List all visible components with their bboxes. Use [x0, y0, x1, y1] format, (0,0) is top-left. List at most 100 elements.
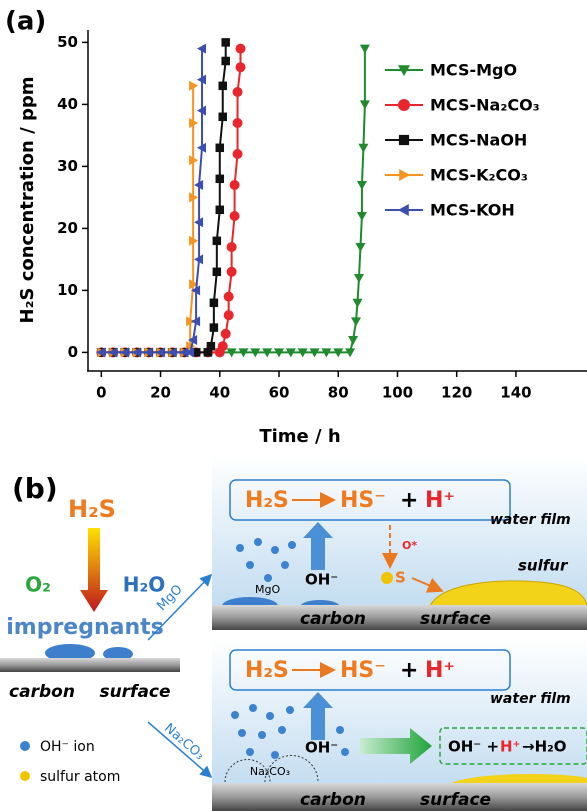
deposit-arrow	[411, 577, 444, 593]
y-axis-label: H₂S concentration / ppm	[17, 77, 38, 324]
na2co3-shape	[224, 755, 319, 783]
legend-label: MCS-Na₂CO₃	[430, 96, 540, 115]
h-plus: H⁺	[425, 488, 455, 513]
carbon: carbon	[300, 609, 366, 629]
marker	[197, 74, 207, 85]
surface-label: surface	[99, 682, 170, 702]
marker	[197, 43, 207, 54]
diagram-panel: (b) H₂S O₂ H₂O impregnants carbon surfac…	[0, 455, 587, 811]
carbon-surface	[0, 658, 180, 672]
marker	[285, 348, 296, 358]
marker	[333, 348, 344, 358]
h2s: H₂S	[245, 488, 289, 513]
water-film: water film	[490, 691, 571, 707]
marker	[215, 143, 225, 153]
eq-left: OH⁻ +	[448, 738, 499, 756]
x-tick-label: 20	[150, 384, 171, 402]
marker	[96, 347, 106, 358]
legend-label: MCS-K₂CO₃	[430, 166, 528, 185]
y-tick-label: 30	[57, 157, 78, 175]
h2o-label: H₂O	[123, 573, 166, 597]
impregnant-blob	[103, 647, 133, 661]
legend-oh: OH⁻ ion	[40, 739, 95, 755]
marker	[186, 316, 196, 327]
marker	[229, 180, 240, 190]
marker	[189, 80, 199, 91]
hs: HS⁻	[340, 488, 386, 513]
marker	[218, 112, 227, 122]
marker	[220, 328, 231, 339]
marker	[232, 87, 243, 97]
oh-arrow	[303, 522, 333, 570]
series-line	[101, 85, 195, 354]
marker	[262, 348, 273, 358]
marker	[351, 317, 362, 327]
path-arrow	[147, 573, 213, 641]
marker	[274, 348, 285, 358]
x-tick-label: 40	[209, 384, 230, 402]
marker	[179, 347, 189, 358]
y-tick-label: 20	[57, 219, 78, 237]
marker	[203, 348, 213, 357]
reaction-box	[229, 649, 511, 691]
s: S	[395, 569, 406, 587]
marker	[217, 341, 228, 352]
legend-s: sulfur atom	[40, 769, 120, 785]
marker	[226, 242, 237, 252]
x-tick-label: 80	[328, 384, 349, 402]
marker	[189, 235, 199, 246]
sulfur: sulfur	[518, 557, 569, 575]
reaction-arrow	[80, 528, 108, 612]
marker	[356, 212, 367, 221]
o-star: O*	[402, 539, 417, 552]
x-tick-label: 120	[441, 384, 472, 402]
reaction-box	[229, 479, 511, 521]
legend-marker	[398, 99, 410, 111]
sulfur-deposit	[429, 580, 587, 607]
marker	[131, 347, 141, 358]
h-plus: H⁺	[425, 658, 455, 683]
legend-label: MCS-KOH	[430, 201, 515, 220]
y-tick-label: 40	[57, 95, 78, 113]
oh-arrow	[303, 692, 333, 740]
oh: OH⁻	[305, 571, 338, 589]
marker	[194, 180, 204, 190]
impregnant-blob	[45, 644, 95, 662]
marker	[189, 279, 199, 290]
marker	[143, 347, 153, 358]
eq-h: H⁺	[500, 738, 520, 756]
marker	[348, 336, 359, 345]
marker	[191, 316, 201, 327]
marker	[215, 174, 225, 184]
y-tick-label: 10	[57, 281, 78, 299]
marker	[191, 285, 201, 296]
series-line	[101, 48, 204, 354]
marker	[209, 298, 219, 308]
x-tick-label: 140	[500, 384, 531, 402]
carbon: carbon	[300, 790, 366, 810]
legend-label: MCS-NaOH	[430, 131, 527, 150]
legend-label: MCS-MgO	[430, 61, 517, 80]
oh-dots	[236, 538, 296, 582]
marker	[197, 142, 207, 153]
marker	[353, 274, 364, 283]
impregnants-label: impregnants	[6, 615, 164, 640]
plus: +	[400, 658, 418, 683]
marker	[194, 254, 204, 265]
marker	[197, 105, 207, 116]
h2s: H₂S	[245, 658, 289, 683]
marker	[189, 155, 199, 166]
marker	[309, 348, 320, 358]
h2s-label: H₂S	[68, 495, 116, 523]
x-tick-label: 60	[269, 384, 290, 402]
marker	[229, 211, 240, 221]
marker	[108, 347, 118, 358]
y-tick-label: 50	[57, 33, 78, 51]
o2-label: O₂	[25, 573, 51, 597]
marker	[352, 298, 363, 308]
oh-legend-dot	[20, 741, 30, 751]
marker	[250, 348, 261, 358]
marker	[226, 266, 237, 277]
marker	[212, 236, 222, 246]
water-film: water film	[490, 512, 571, 528]
